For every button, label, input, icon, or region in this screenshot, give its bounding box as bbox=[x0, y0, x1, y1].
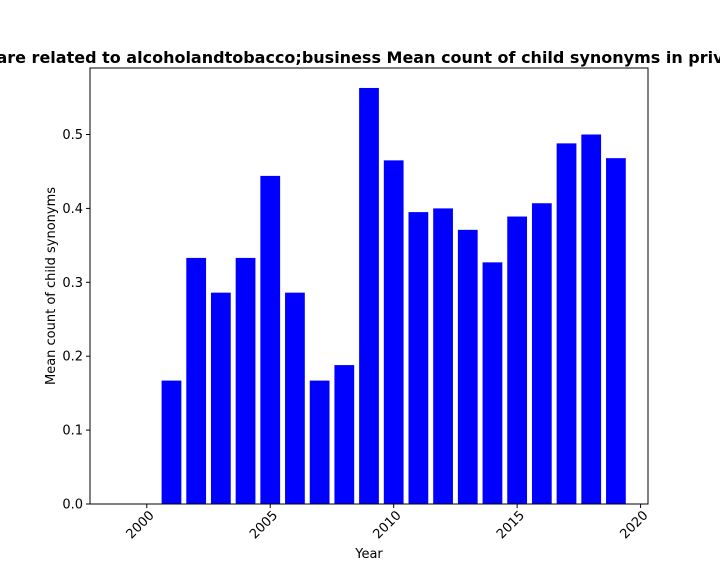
bar-2005 bbox=[260, 175, 281, 504]
y-tick-label: 0.0 bbox=[62, 498, 83, 513]
x-tick-label: 2010 bbox=[371, 508, 405, 542]
x-tick-label: 2000 bbox=[124, 508, 158, 542]
bar-2011 bbox=[408, 212, 429, 505]
x-tick-label: 2020 bbox=[617, 508, 651, 542]
y-tick-label: 0.3 bbox=[62, 276, 83, 291]
y-tick-label: 0.1 bbox=[62, 424, 83, 439]
bar-2009 bbox=[359, 87, 379, 504]
bar-2004 bbox=[235, 257, 256, 504]
bar-2016 bbox=[531, 203, 552, 505]
bar-2012 bbox=[433, 208, 453, 504]
bar-2002 bbox=[186, 257, 207, 504]
bar-2014 bbox=[482, 262, 503, 504]
bar-2001 bbox=[161, 380, 182, 504]
x-tick-label: 2005 bbox=[247, 508, 281, 542]
y-tick-label: 0.2 bbox=[62, 350, 83, 365]
y-tick-label: 0.5 bbox=[62, 128, 83, 143]
bar-2019 bbox=[606, 158, 626, 504]
bar-2003 bbox=[210, 292, 231, 504]
y-tick-label: 0.4 bbox=[62, 202, 83, 217]
bar-2017 bbox=[556, 143, 577, 504]
bar-2007 bbox=[309, 380, 330, 504]
plot-frame bbox=[89, 67, 649, 505]
bar-2008 bbox=[334, 365, 355, 504]
bar-2018 bbox=[581, 134, 602, 504]
bar-2010 bbox=[383, 160, 404, 505]
y-axis-label: Mean count of child synonyms bbox=[44, 187, 59, 385]
chart-title: are related to alcoholandtobacco;busines… bbox=[0, 48, 720, 67]
x-tick-label: 2015 bbox=[494, 508, 528, 542]
x-axis: 2000 2005 2010 2015 2020 bbox=[124, 504, 651, 542]
bar-2015 bbox=[507, 216, 528, 505]
y-axis: 0.0 0.1 0.2 0.3 0.4 0.5 bbox=[62, 128, 90, 513]
bar-2006 bbox=[285, 292, 305, 504]
bar-2013 bbox=[457, 229, 478, 505]
x-axis-label: Year bbox=[354, 547, 383, 562]
bars-group bbox=[161, 87, 626, 505]
